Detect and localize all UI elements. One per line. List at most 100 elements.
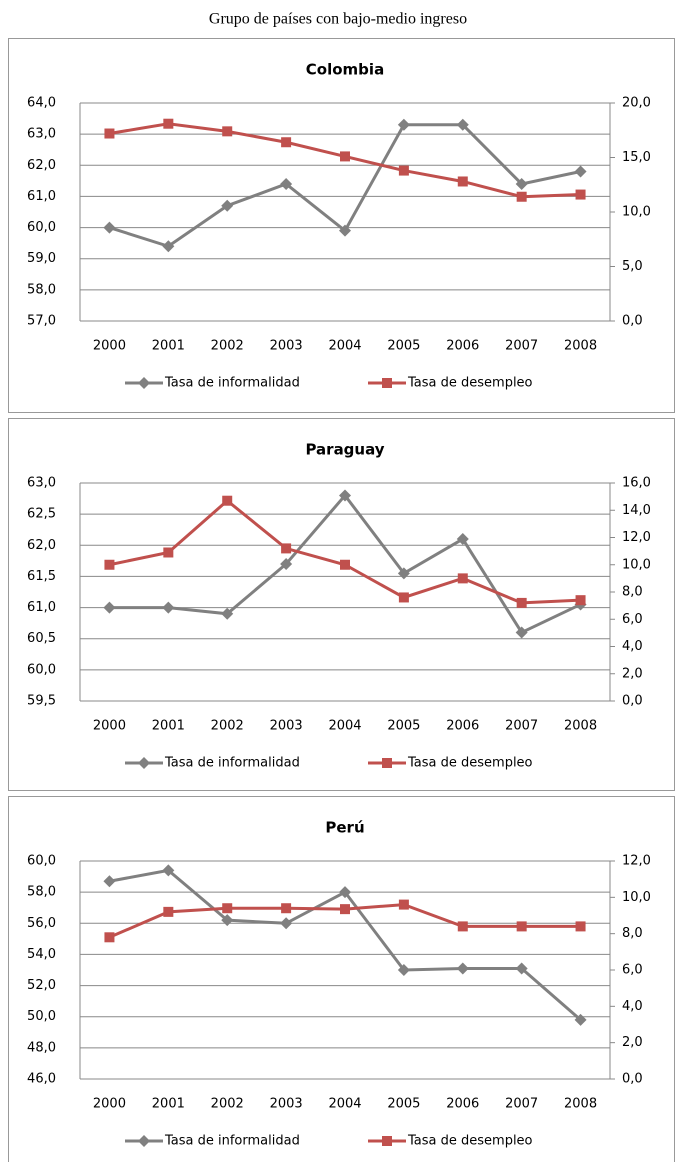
- marker: [163, 906, 174, 917]
- y-tick-label: 57,0: [27, 314, 56, 329]
- x-tick-label: 2000: [93, 1097, 126, 1112]
- y-tick-label: 46,0: [27, 1072, 56, 1087]
- y2-tick-label: 14,0: [622, 503, 651, 518]
- legend-label: Tasa de desempleo: [407, 756, 533, 771]
- x-tick-label: 2003: [270, 719, 303, 734]
- marker: [456, 118, 469, 131]
- y2-tick-label: 12,0: [622, 530, 651, 545]
- y2-tick-label: 10,0: [622, 890, 651, 905]
- x-tick-label: 2008: [564, 1097, 597, 1112]
- marker: [281, 543, 292, 554]
- marker: [457, 921, 468, 932]
- y2-tick-label: 15,0: [622, 150, 651, 165]
- y-tick-label: 59,5: [27, 694, 56, 709]
- x-tick-label: 2006: [446, 719, 479, 734]
- marker: [103, 221, 116, 234]
- legend-marker: [382, 1136, 392, 1146]
- y2-tick-label: 2,0: [622, 1035, 643, 1050]
- marker: [515, 962, 528, 975]
- y-tick-label: 62,0: [27, 158, 56, 173]
- marker: [575, 921, 586, 932]
- marker: [516, 921, 527, 932]
- y2-tick-label: 0,0: [622, 314, 643, 329]
- y-tick-label: 56,0: [27, 916, 56, 931]
- marker: [104, 559, 115, 570]
- y2-tick-label: 10,0: [622, 205, 651, 220]
- y-tick-label: 48,0: [27, 1040, 56, 1055]
- marker: [575, 595, 586, 606]
- y2-tick-label: 4,0: [622, 999, 643, 1014]
- y-tick-label: 61,0: [27, 600, 56, 615]
- x-tick-label: 2001: [152, 1097, 185, 1112]
- chart-title: Perú: [325, 819, 364, 837]
- y2-tick-label: 8,0: [622, 926, 643, 941]
- marker: [397, 964, 410, 976]
- marker: [575, 189, 586, 200]
- x-tick-label: 2001: [152, 339, 185, 354]
- marker: [515, 626, 528, 639]
- x-tick-label: 2002: [211, 719, 244, 734]
- legend-marker: [382, 758, 392, 768]
- y-tick-label: 60,0: [27, 220, 56, 235]
- y-tick-label: 63,0: [27, 127, 56, 142]
- y2-tick-label: 4,0: [622, 639, 643, 654]
- x-tick-label: 2001: [152, 719, 185, 734]
- y-tick-label: 58,0: [27, 885, 56, 900]
- x-tick-label: 2004: [328, 339, 361, 354]
- y-tick-label: 61,5: [27, 569, 56, 584]
- marker: [574, 1013, 587, 1026]
- chart-title: Colombia: [306, 61, 384, 79]
- x-tick-label: 2005: [387, 719, 420, 734]
- chart-frame: [8, 796, 675, 1162]
- chart-frame: [8, 418, 675, 791]
- marker: [222, 903, 233, 914]
- x-tick-label: 2007: [505, 1097, 538, 1112]
- marker: [103, 601, 116, 614]
- marker: [104, 932, 115, 943]
- marker: [515, 177, 528, 190]
- marker: [398, 165, 409, 176]
- marker: [162, 864, 175, 877]
- marker: [222, 126, 233, 137]
- y2-tick-label: 20,0: [622, 96, 651, 111]
- marker: [222, 495, 233, 506]
- chart-title: Paraguay: [305, 441, 384, 459]
- x-tick-label: 2005: [387, 1097, 420, 1112]
- x-tick-label: 2007: [505, 339, 538, 354]
- y2-tick-label: 2,0: [622, 666, 643, 681]
- marker: [574, 165, 587, 178]
- legend-label: Tasa de informalidad: [164, 1134, 300, 1149]
- y-tick-label: 64,0: [27, 96, 56, 111]
- marker: [103, 875, 116, 888]
- marker: [280, 177, 293, 190]
- x-tick-label: 2008: [564, 339, 597, 354]
- marker: [456, 533, 469, 546]
- y2-tick-label: 6,0: [622, 963, 643, 978]
- x-tick-label: 2008: [564, 719, 597, 734]
- y-tick-label: 52,0: [27, 978, 56, 993]
- legend-marker: [138, 1135, 150, 1147]
- chart-frame: [8, 38, 675, 413]
- marker: [398, 899, 409, 910]
- marker: [104, 128, 115, 139]
- y-tick-label: 60,0: [27, 854, 56, 869]
- y2-tick-label: 0,0: [622, 694, 643, 709]
- x-tick-label: 2000: [93, 339, 126, 354]
- marker: [340, 151, 350, 162]
- y2-tick-label: 0,0: [622, 1072, 643, 1087]
- x-tick-label: 2004: [328, 1097, 361, 1112]
- marker: [397, 567, 410, 580]
- marker: [339, 886, 351, 899]
- marker: [281, 903, 292, 914]
- marker: [280, 917, 293, 930]
- marker: [339, 489, 351, 502]
- y2-tick-label: 10,0: [622, 557, 651, 572]
- y2-tick-label: 5,0: [622, 259, 643, 274]
- x-tick-label: 2000: [93, 719, 126, 734]
- legend-label: Tasa de desempleo: [407, 1134, 533, 1149]
- x-tick-label: 2003: [270, 1097, 303, 1112]
- legend-label: Tasa de informalidad: [164, 376, 300, 391]
- marker: [457, 573, 468, 584]
- y-tick-label: 59,0: [27, 251, 56, 266]
- y-tick-label: 61,0: [27, 189, 56, 204]
